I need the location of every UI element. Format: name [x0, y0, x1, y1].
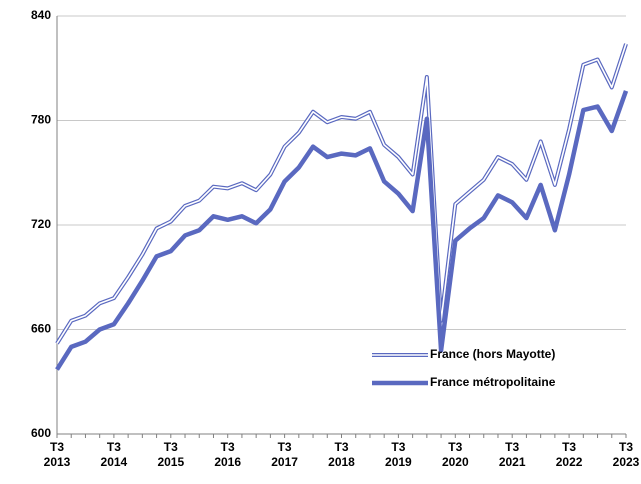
legend-label: France (hors Mayotte)	[430, 347, 555, 361]
x-tick-label: T3 2016	[214, 440, 242, 469]
y-tick-label: 780	[31, 113, 51, 127]
series-line-inner	[56, 43, 627, 344]
x-tick-label: T3 2018	[328, 440, 355, 469]
x-tick-label: T3 2019	[385, 440, 412, 469]
legend-label: France métropolitaine	[430, 375, 556, 389]
y-tick-label: 660	[31, 322, 51, 336]
x-tick-label: T3 2014	[100, 440, 128, 469]
series-line	[55, 43, 628, 345]
y-tick-label: 600	[31, 426, 51, 440]
x-tick-label: T3 2021	[498, 440, 526, 469]
x-tick-label: T3 2015	[157, 440, 185, 469]
x-tick-label: T3 2023	[612, 440, 640, 469]
x-tick-label: T3 2020	[441, 440, 469, 469]
x-tick-label: T3 2022	[555, 440, 583, 469]
y-tick-label: 840	[31, 8, 51, 22]
x-tick-label: T3 2017	[271, 440, 298, 469]
y-tick-label: 720	[31, 217, 51, 231]
x-tick-label: T3 2013	[43, 440, 71, 469]
series-line	[55, 90, 629, 371]
